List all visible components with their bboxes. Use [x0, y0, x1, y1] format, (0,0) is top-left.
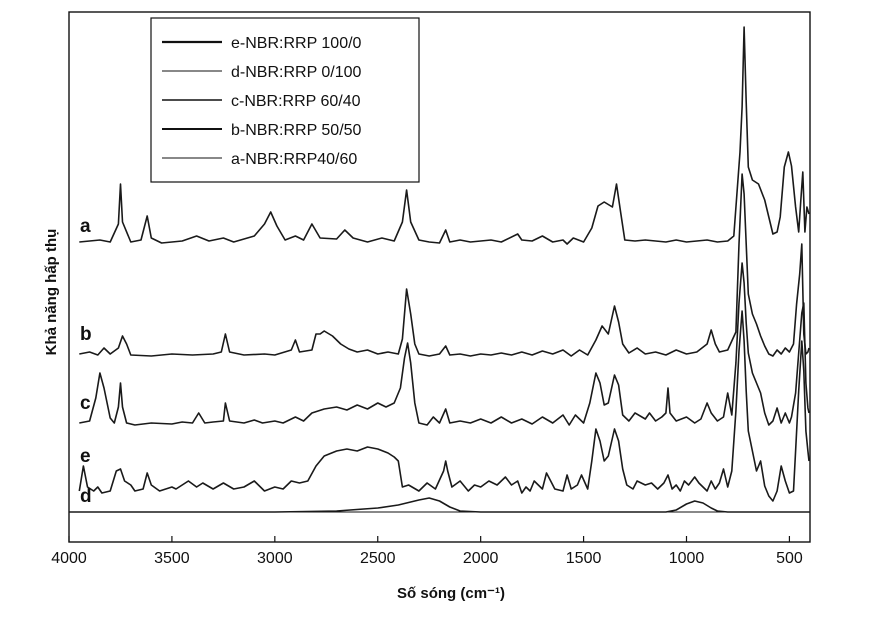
- series-c-label: c: [80, 393, 91, 414]
- series-traces: [69, 26, 810, 513]
- x-tick-label: 1000: [669, 550, 705, 567]
- legend-label-b: b-NBR:RRP 50/50: [231, 122, 362, 139]
- x-tick-label: 3000: [257, 550, 293, 567]
- x-tick-label: 1500: [566, 550, 602, 567]
- x-tick-label: 2000: [463, 550, 499, 567]
- x-tick-label: 3500: [154, 550, 190, 567]
- legend: e-NBR:RRP 100/0 d-NBR:RRP 0/100 c-NBR:RRP …: [150, 17, 420, 183]
- series-d-line: [69, 497, 810, 513]
- x-tick-label: 4000: [51, 550, 87, 567]
- series-c-line: [79, 262, 810, 426]
- x-axis-ticks: 4000 3500 3000 2500 2000 1500 1000 500: [51, 536, 803, 567]
- legend-label-e: e-NBR:RRP 100/0: [231, 35, 362, 52]
- series-e-line: [78, 310, 810, 502]
- series-b-label: b: [80, 324, 92, 345]
- legend-label-c: c-NBR:RRP 60/40: [231, 93, 361, 110]
- series-a-label: a: [80, 216, 91, 237]
- y-axis-title: Khả năng hấp thụ: [43, 229, 60, 356]
- series-a-line: [79, 26, 810, 245]
- x-axis-title: Số sóng (cm⁻¹): [397, 585, 505, 602]
- legend-label-d: d-NBR:RRP 0/100: [231, 64, 362, 81]
- series-e-label: e: [80, 446, 91, 467]
- series-b-line: [79, 173, 810, 357]
- plot-frame: [68, 11, 811, 543]
- x-tick-label: 2500: [360, 550, 396, 567]
- legend-label-a: a-NBR:RRP40/60: [231, 151, 357, 168]
- x-tick-label: 500: [776, 550, 803, 567]
- series-letters: a b c ed: [80, 216, 92, 507]
- series-d-label: d: [80, 486, 92, 507]
